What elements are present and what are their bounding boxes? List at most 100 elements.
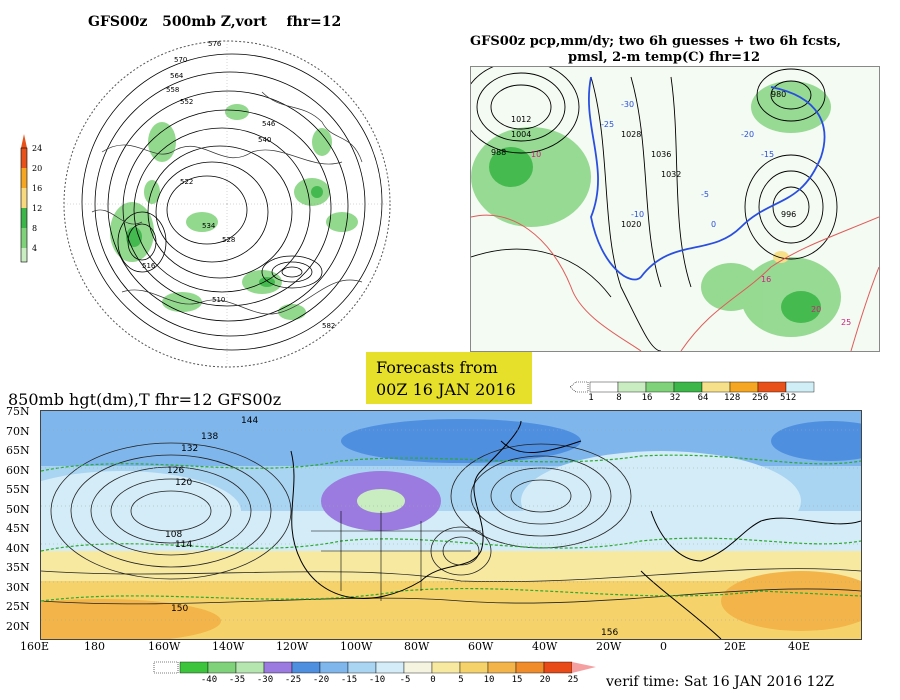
- temp-scale-swatch: [515, 661, 545, 674]
- longitude-label: 20W: [596, 640, 622, 653]
- scale-label-4: 4: [32, 244, 38, 253]
- map-850mb: 144 138 132 126 120 108 114 150 156: [0, 410, 891, 643]
- temp-label-n5: -5: [701, 190, 709, 199]
- precip-map: 1012 1004 996 988 980 1020 1028 1032 103…: [462, 60, 880, 352]
- precip-scale-svg: [569, 381, 815, 393]
- pressure-label-1028: 1028: [621, 130, 641, 139]
- longitude-label: 20E: [724, 640, 747, 653]
- temp-label-n15: -15: [761, 150, 774, 159]
- verif-time: verif time: Sat 16 JAN 2016 12Z: [606, 674, 835, 690]
- temp-scale-label: -30: [256, 675, 274, 685]
- contour-label-516: 516: [142, 262, 156, 270]
- vorticity-color-scale: 24 20 16 12 8 4: [18, 134, 48, 264]
- scale-swatch-12: [21, 208, 27, 228]
- panel-500mb-title-field: 500mb Z,vort: [162, 14, 267, 30]
- contour-label-558: 558: [166, 86, 179, 94]
- pressure-label-1036: 1036: [651, 150, 671, 159]
- height-contours: [81, 53, 383, 351]
- temp-scale-label: -25: [284, 675, 302, 685]
- precip-scale-label: 1: [588, 393, 594, 403]
- contour-label-546: 546: [262, 120, 276, 128]
- height-label-144: 144: [241, 416, 258, 426]
- longitude-label: 80W: [404, 640, 430, 653]
- contour-label-552: 552: [180, 98, 193, 106]
- contour-label-576: 576: [208, 40, 222, 48]
- height-label-132: 132: [181, 444, 198, 454]
- temp-scale-swatch: [263, 661, 293, 674]
- pressure-label-996: 996: [781, 210, 796, 219]
- contour-label-group: 576 570 564 558 552 546 540 534 528 522 …: [142, 40, 335, 330]
- pressure-label-1012: 1012: [511, 115, 531, 124]
- longitude-label: 120W: [276, 640, 309, 653]
- longitude-label: 0: [660, 640, 667, 653]
- precip-scale-swatch: [645, 381, 675, 393]
- height-label-group: 144 138 132 126 120 108 114 150 156: [165, 416, 618, 638]
- longitude-label: 60W: [468, 640, 494, 653]
- map-850mb-svg: 144 138 132 126 120 108 114 150 156: [0, 411, 891, 643]
- longitude-label: 40E: [788, 640, 811, 653]
- pressure-label-1032: 1032: [661, 170, 681, 179]
- precip-scale-swatch: [785, 381, 815, 393]
- precip-scale-label: 64: [697, 393, 709, 403]
- precip-scale-swatch: [589, 381, 619, 393]
- longitude-label: 140W: [212, 640, 245, 653]
- latitude-label: 50N: [6, 502, 30, 516]
- temp-label-0: 0: [711, 220, 716, 229]
- pressure-label-988: 988: [491, 148, 506, 157]
- temp-scale-label: 0: [430, 675, 436, 685]
- precip-title-line2: pmsl, 2-m temp(C) fhr=12: [568, 50, 761, 65]
- temp-scale-label: 5: [458, 675, 464, 685]
- latitude-label: 55N: [6, 483, 30, 496]
- longitude-label: 40W: [532, 640, 558, 653]
- coastlines-850: [290, 420, 862, 640]
- temp-scale-label: 25: [567, 675, 579, 685]
- scale-swatch-24: [21, 148, 27, 168]
- temp-scale-swatch: [487, 661, 517, 674]
- scale-swatch-4: [21, 248, 27, 262]
- contour-label-582: 582: [322, 322, 335, 330]
- temp-scale-swatch: [207, 661, 237, 674]
- contour-label-528: 528: [222, 236, 235, 244]
- contour-label-570: 570: [174, 56, 187, 64]
- polar-map-svg: 576 570 564 558 552 546 540 534 528 522 …: [63, 40, 391, 368]
- height-label-150: 150: [171, 604, 188, 614]
- contour-label-540: 540: [258, 136, 271, 144]
- forecast-line2: 00Z 16 JAN 2016: [376, 380, 516, 399]
- temp-color-scale-850: -40 -35 -30 -25 -20 -15 -10 -5 0 5 10 15 20 25: [150, 660, 610, 692]
- latitude-label: 25N: [6, 600, 30, 613]
- scale-swatch-8: [21, 228, 27, 248]
- latitude-axis: 75N 70N 65N 60N 55N 50N 45N 40N 35N 30N 25N 20N: [6, 405, 40, 641]
- contour-label-522: 522: [180, 178, 193, 186]
- precip-scale-swatch: [617, 381, 647, 393]
- precip-scale-swatch: [701, 381, 731, 393]
- contour-label-564: 564: [170, 72, 184, 80]
- scale-label-12: 12: [32, 204, 43, 213]
- precip-scale-swatch: [673, 381, 703, 393]
- longitude-label: 160E: [20, 640, 50, 653]
- temp-scale-swatch: [431, 661, 461, 674]
- forecast-line1: Forecasts from: [376, 358, 498, 377]
- latitude-label: 45N: [6, 522, 30, 535]
- panel-850mb-title: 850mb hgt(dm),T fhr=12 GFS00z: [8, 390, 282, 409]
- temp-label-16: 16: [761, 275, 771, 284]
- temp-scale-swatch: [347, 661, 377, 674]
- scale-label-8: 8: [32, 224, 38, 233]
- temp-scale-label: -10: [368, 675, 386, 685]
- temp-scale-label: -35: [228, 675, 246, 685]
- temp-scale-label: -15: [340, 675, 358, 685]
- temp-scale-swatch: [235, 661, 265, 674]
- temp-label-n20: -20: [741, 130, 754, 139]
- temp-labels: -30 -25 -20 -15 -10 -5 0: [601, 100, 774, 229]
- temp-scale-label: 20: [539, 675, 551, 685]
- latitude-label: 30N: [6, 580, 30, 594]
- height-label-126: 126: [167, 466, 184, 476]
- warm-temp-labels: 10 16 20 25: [531, 150, 851, 327]
- precip-scale-label: 8: [616, 393, 622, 403]
- temp-label-n25: -25: [601, 120, 614, 129]
- latitude-label: 20N: [6, 619, 30, 633]
- temp-shading-blobs: [0, 419, 891, 643]
- temp-scale-label: -20: [312, 675, 330, 685]
- vorticity-shading: [110, 104, 358, 320]
- latitude-label: 40N: [6, 541, 30, 555]
- precip-scale-label: 32: [669, 393, 681, 403]
